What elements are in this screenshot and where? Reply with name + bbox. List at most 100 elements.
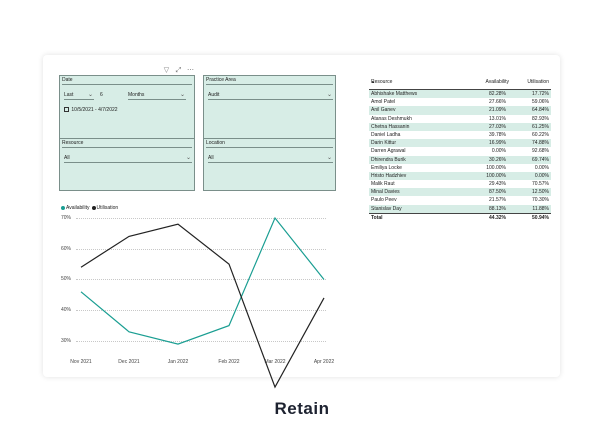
utilisation-cell: 12.50%	[532, 189, 549, 196]
table-row[interactable]: Anil Ganev 21.09% 64.84%	[369, 106, 551, 115]
resource-name-cell: Darin Kittur	[371, 140, 397, 147]
table-row[interactable]: Amol Patel 27.66% 59.06%	[369, 98, 551, 106]
gridline	[76, 310, 326, 311]
table-body: Abhishake Matthews 82.28% 17.72% Amol Patel…	[369, 90, 551, 213]
availability-cell: 87.50%	[489, 189, 506, 196]
table-row[interactable]: Hristo Hadzhiev 100.00% 0.00%	[369, 171, 551, 181]
utilisation-cell: 82.93%	[532, 115, 549, 122]
utilisation-cell: 0.00%	[534, 172, 549, 179]
resource-name-cell: Stanislav Day	[371, 205, 402, 212]
total-label: Total	[371, 214, 383, 221]
resource-value: All	[64, 155, 70, 161]
resource-slicer-title: Resource	[62, 140, 192, 148]
chevron-down-icon: ⌄	[326, 155, 332, 161]
x-tick-label: Nov 2021	[70, 359, 92, 365]
utilisation-cell: 70.30%	[532, 197, 549, 204]
resource-dropdown[interactable]: All ⌄	[64, 154, 192, 163]
table-row[interactable]: Daniel Ladha 39.78% 60.22%	[369, 131, 551, 139]
practice-area-value: Audit	[208, 92, 220, 98]
more-options-icon[interactable]: ⋯	[187, 67, 194, 74]
availability-cell: 21.09%	[489, 107, 506, 114]
location-slicer-title: Location	[206, 140, 333, 148]
location-dropdown[interactable]: All ⌄	[208, 154, 333, 163]
legend-item-utilisation[interactable]: Utilisation	[91, 205, 119, 211]
utilisation-cell: 64.84%	[532, 107, 549, 114]
total-availability: 44.32%	[489, 214, 506, 221]
chevron-down-icon: ⌄	[326, 92, 332, 98]
period-unit-value: Months	[128, 92, 145, 98]
total-utilisation: 50.94%	[532, 214, 549, 221]
availability-cell: 13.01%	[489, 115, 506, 122]
column-header-utilisation[interactable]: Utilisation	[527, 79, 549, 85]
series-line-availability[interactable]	[80, 216, 325, 345]
availability-cell: 88.13%	[489, 205, 506, 212]
availability-cell: 39.78%	[489, 131, 506, 138]
retain-logo: Retain	[274, 399, 330, 418]
utilisation-dot-icon	[91, 205, 96, 210]
table-row[interactable]: Emiliya Locke 100.00% 0.00%	[369, 164, 551, 172]
x-tick-label: Mar 2022	[264, 359, 286, 365]
focus-mode-icon[interactable]: ⤢	[175, 67, 182, 74]
table-row[interactable]: Abhishake Matthews 82.28% 17.72%	[369, 90, 551, 99]
availability-cell: 27.03%	[489, 123, 506, 130]
gridline	[76, 279, 326, 280]
table-row[interactable]: Chetna Hassanin 27.03% 61.25%	[369, 122, 551, 131]
location-slicer: Location All ⌄	[203, 138, 336, 191]
legend-label: Availability	[66, 205, 90, 211]
resource-name-cell: Minal Davies	[371, 189, 400, 196]
series-line-utilisation[interactable]	[80, 223, 325, 389]
utilisation-cell: 11.88%	[532, 205, 549, 212]
sort-ascending-icon[interactable]: ▲	[371, 79, 375, 84]
availability-cell: 0.00%	[491, 148, 506, 155]
gridline	[76, 341, 326, 342]
relative-period-dropdown[interactable]: Last ⌄	[64, 91, 94, 100]
column-header-availability[interactable]: Availability	[485, 79, 509, 85]
filter-icon[interactable]: ▽	[163, 67, 170, 74]
visual-toolbar: ▽ ⤢ ⋯	[163, 66, 194, 75]
resource-name-cell: Amol Patel	[371, 99, 396, 106]
y-tick-label: 70%	[61, 215, 72, 221]
table-total-row: Total 44.32% 50.94%	[369, 212, 551, 222]
date-range-text: 10/5/2021 - 4/7/2022	[71, 107, 118, 113]
chevron-down-icon: ⌄	[87, 92, 93, 98]
table-row[interactable]: Minal Davies 87.50% 12.50%	[369, 188, 551, 197]
availability-cell: 16.99%	[489, 140, 506, 147]
legend-item-availability[interactable]: Availability	[61, 205, 90, 211]
gridline	[76, 218, 326, 219]
x-tick-label: Jan 2022	[167, 359, 189, 365]
date-range: 10/5/2021 - 4/7/2022	[64, 107, 118, 113]
table-row[interactable]: Malik Raut 29.43% 70.57%	[369, 180, 551, 188]
utilisation-cell: 70.57%	[532, 181, 549, 188]
location-value: All	[208, 155, 214, 161]
practice-area-dropdown[interactable]: Audit ⌄	[208, 91, 333, 100]
period-unit-dropdown[interactable]: Months ⌄	[128, 91, 186, 100]
chart-legend: Availability Utilisation	[61, 205, 118, 211]
resource-name-cell: Emiliya Locke	[371, 164, 402, 171]
practice-area-slicer-title: Practice Area	[206, 77, 333, 85]
availability-dot-icon	[61, 205, 65, 210]
resource-name-cell: Chetna Hassanin	[371, 123, 410, 130]
table-row[interactable]: Atanas Deshmukh 13.01% 82.93%	[369, 115, 551, 123]
table-row[interactable]: Darren Agrawal 0.00% 92.68%	[369, 147, 551, 155]
period-count-input[interactable]: 6	[100, 91, 118, 100]
chevron-down-icon: ⌄	[185, 155, 191, 161]
availability-cell: 21.57%	[489, 197, 506, 204]
y-tick-label: 30%	[61, 338, 72, 344]
utilisation-cell: 17.72%	[532, 91, 549, 97]
resource-name-cell: Paulo Peev	[371, 197, 397, 204]
period-count-value: 6	[100, 92, 103, 98]
utilisation-cell: 61.25%	[532, 123, 549, 130]
table-row[interactable]: Stanislav Day 88.13% 11.88%	[369, 204, 551, 213]
resource-name-cell: Darren Agrawal	[371, 148, 406, 155]
legend-label: Utilisation	[96, 205, 119, 211]
y-tick-label: 40%	[61, 307, 72, 313]
availability-cell: 100.00%	[486, 172, 506, 179]
availability-cell: 30.26%	[489, 156, 506, 163]
utilisation-cell: 0.00%	[534, 164, 549, 171]
table-row[interactable]: Darin Kittur 16.99% 74.88%	[369, 139, 551, 148]
column-header-resource[interactable]: Resource	[371, 79, 393, 85]
table-row[interactable]: Paulo Peev 21.57% 70.30%	[369, 196, 551, 204]
table-row[interactable]: Dhirendra Burik 30.26% 69.74%	[369, 155, 551, 164]
y-tick-label: 60%	[61, 246, 72, 252]
